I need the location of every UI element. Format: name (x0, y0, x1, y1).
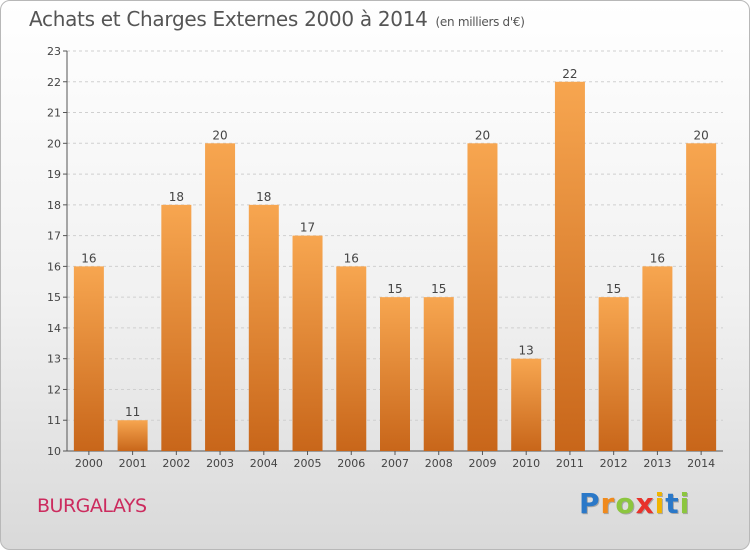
bar (686, 143, 717, 452)
x-tick-label: 2013 (643, 457, 671, 470)
x-tick-label: 2002 (162, 457, 190, 470)
data-label: 13 (519, 344, 534, 358)
bar (467, 143, 498, 452)
data-label: 20 (475, 128, 490, 142)
data-label: 15 (606, 282, 621, 296)
y-tick-label: 10 (47, 445, 61, 458)
title-text: Achats et Charges Externes 2000 à 2014 (29, 7, 428, 31)
data-label: 16 (650, 251, 665, 265)
x-tick-label: 2006 (337, 457, 365, 470)
place-name: BURGALAYS (37, 495, 147, 517)
data-label: 20 (693, 128, 708, 142)
data-label: 11 (125, 405, 140, 419)
y-tick-label: 19 (47, 168, 61, 181)
bar (117, 420, 148, 451)
y-tick-label: 17 (47, 230, 61, 243)
bar (554, 81, 585, 452)
y-tick-label: 21 (47, 107, 61, 120)
bar (598, 297, 629, 451)
bar (336, 266, 367, 451)
bar (511, 358, 542, 451)
y-tick-label: 23 (47, 45, 61, 58)
bar (423, 297, 454, 451)
y-tick-label: 20 (47, 137, 61, 150)
x-tick-label: 2012 (600, 457, 628, 470)
y-tick-label: 18 (47, 199, 61, 212)
x-tick-label: 2004 (250, 457, 278, 470)
y-tick-label: 12 (47, 383, 61, 396)
data-label: 22 (562, 67, 577, 81)
logo-letter: x (635, 487, 655, 520)
y-tick-label: 11 (47, 414, 61, 427)
data-label: 15 (431, 282, 446, 296)
x-tick-label: 2003 (206, 457, 234, 470)
x-tick-label: 2000 (75, 457, 103, 470)
bar (73, 266, 104, 451)
bar (642, 266, 673, 451)
bar (380, 297, 410, 451)
y-tick-label: 15 (47, 291, 61, 304)
data-label: 16 (344, 251, 359, 265)
x-tick-label: 2014 (687, 457, 715, 470)
x-tick-label: 2005 (294, 457, 322, 470)
logo-letter: i (654, 487, 666, 520)
logo-letter: P (579, 487, 601, 520)
y-tick-label: 13 (47, 353, 61, 366)
logo-letter: o (615, 487, 636, 520)
data-label: 18 (256, 190, 271, 204)
y-tick-label: 16 (47, 260, 61, 273)
chart-subtitle: (en milliers d'€) (435, 15, 525, 29)
y-tick-label: 22 (47, 76, 61, 89)
bar (248, 204, 279, 451)
logo-letter: i (679, 487, 691, 520)
chart-title: Achats et Charges Externes 2000 à 2014 (e… (29, 7, 525, 31)
x-tick-label: 2010 (512, 457, 540, 470)
data-label: 20 (212, 128, 227, 142)
bar (292, 235, 323, 451)
x-tick-label: 2011 (556, 457, 584, 470)
x-tick-label: 2008 (425, 457, 453, 470)
y-tick-label: 14 (47, 322, 61, 335)
x-tick-label: 2009 (468, 457, 496, 470)
logo-letter: r (600, 487, 616, 520)
x-tick-label: 2007 (381, 457, 409, 470)
x-tick-label: 2001 (119, 457, 147, 470)
data-label: 15 (387, 282, 402, 296)
bar (161, 204, 192, 451)
logo-letter: t (665, 487, 680, 520)
data-label: 18 (169, 190, 184, 204)
data-label: 16 (81, 251, 96, 265)
bar (205, 143, 236, 452)
proxiti-logo: Proxiti (579, 487, 690, 520)
data-label: 17 (300, 221, 315, 235)
